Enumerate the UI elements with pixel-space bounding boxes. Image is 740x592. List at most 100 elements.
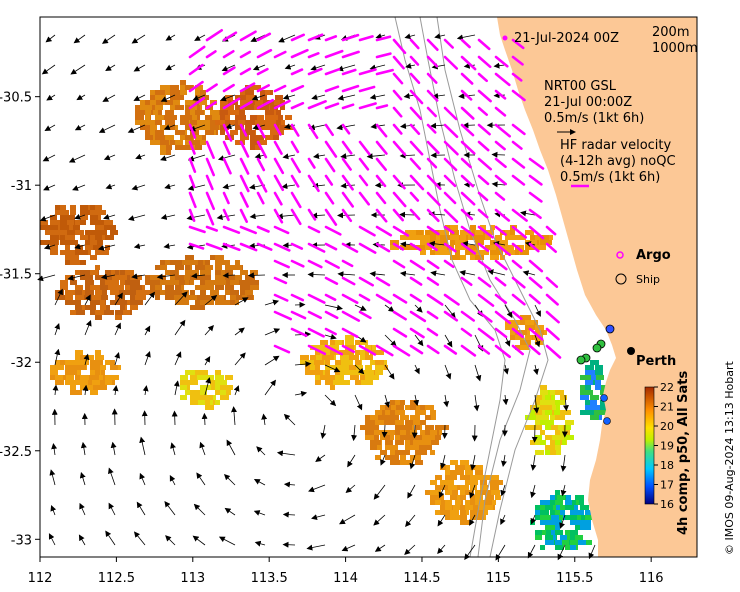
sst-pixel	[140, 100, 149, 105]
sst-pixel	[255, 115, 263, 120]
sst-pixel	[75, 220, 80, 225]
sst-pixel	[75, 360, 82, 365]
sst-pixel	[120, 280, 125, 285]
sst-pixel	[90, 295, 95, 300]
hf-radar-vector	[409, 174, 425, 191]
sst-pixel	[560, 540, 569, 545]
sst-pixel	[590, 405, 599, 410]
hf-radar-vector	[358, 174, 369, 187]
sst-pixel	[110, 360, 115, 365]
sst-pixel	[50, 365, 57, 370]
sst-pixel	[455, 485, 462, 490]
model-vector	[127, 214, 146, 221]
sst-pixel	[160, 145, 166, 150]
sst-pixel	[525, 325, 532, 330]
sst-pixel	[250, 280, 257, 285]
hf-radar-vector	[324, 310, 339, 320]
model-vector	[42, 154, 56, 162]
sst-pixel	[520, 235, 526, 240]
sst-pixel	[315, 375, 320, 380]
sst-pixel	[205, 275, 211, 280]
sst-pixel	[105, 220, 113, 225]
sst-pixel	[540, 410, 547, 415]
sst-pixel	[165, 135, 174, 140]
sst-pixel	[65, 375, 74, 380]
hf-radar-vector	[392, 344, 411, 357]
sst-pixel	[390, 455, 399, 460]
sst-pixel	[545, 500, 554, 505]
sst-pixel	[170, 290, 175, 295]
sst-pixel	[530, 240, 537, 245]
model-vector	[313, 153, 326, 159]
sst-pixel	[250, 285, 259, 290]
model-vector	[375, 33, 386, 40]
sst-pixel	[385, 455, 394, 460]
sst-pixel	[470, 245, 479, 250]
hf-radar-vector	[443, 293, 460, 306]
sst-pixel	[90, 365, 99, 370]
sst-pixel	[200, 395, 208, 400]
sst-pixel	[400, 430, 406, 435]
hf-radar-vector	[222, 242, 241, 252]
sst-pixel	[535, 535, 542, 540]
sst-pixel	[550, 440, 558, 445]
model-vector	[411, 424, 418, 439]
sst-pixel	[570, 520, 578, 525]
sst-pixel	[495, 235, 502, 240]
sst-pixel	[370, 345, 376, 350]
model-vector	[491, 151, 506, 158]
model-vector	[192, 94, 206, 101]
hf-radar-vector	[494, 55, 509, 68]
sst-pixel	[350, 355, 359, 360]
sst-pixel	[165, 295, 170, 300]
sst-pixel	[70, 240, 75, 245]
sst-pixel	[490, 500, 496, 505]
hf-radar-vector	[375, 140, 388, 155]
sst-pixel	[180, 380, 189, 385]
sst-pixel	[120, 275, 127, 280]
model-vector	[503, 364, 509, 375]
sst-pixel	[540, 515, 546, 520]
model-vector	[276, 450, 296, 457]
hf-radar-vector	[409, 72, 421, 84]
hf-radar-vector	[443, 174, 457, 188]
sst-pixel	[175, 290, 182, 295]
hf-radar-vector	[477, 89, 492, 103]
y-tick-label: -31	[11, 179, 32, 194]
argo-green-marker	[576, 355, 586, 365]
sst-pixel	[85, 245, 93, 250]
sst-pixel	[545, 395, 550, 400]
model-vector	[78, 534, 86, 546]
sst-pixel	[170, 125, 175, 130]
sst-pixel	[160, 90, 165, 95]
sst-pixel	[405, 450, 410, 455]
hf-radar-vector	[460, 38, 471, 49]
sst-pixel	[440, 465, 446, 470]
hf-radar-vector	[290, 123, 300, 137]
sst-pixel	[410, 415, 416, 420]
sst-pixel	[520, 250, 529, 255]
model-vector	[45, 34, 56, 43]
hf-radar-vector	[273, 225, 290, 235]
sst-pixel	[160, 150, 166, 155]
sst-pixel	[515, 335, 520, 340]
sst-pixel	[120, 300, 127, 305]
sst-pixel	[445, 465, 450, 470]
hf-radar-vector	[256, 140, 268, 159]
sst-pixel	[420, 450, 426, 455]
model-vector	[369, 271, 386, 277]
sst-pixel	[230, 300, 235, 305]
sst-pixel	[180, 280, 185, 285]
sst-pixel	[425, 490, 431, 495]
sst-pixel	[440, 245, 447, 250]
sst-pixel	[550, 525, 556, 530]
model-vector	[114, 292, 123, 306]
sst-pixel	[160, 100, 169, 105]
sst-pixel	[550, 415, 557, 420]
sst-pixel	[395, 460, 404, 465]
sst-pixel	[145, 275, 150, 280]
sst-pixel	[350, 375, 359, 380]
sst-pixel	[375, 420, 384, 425]
sst-pixel	[240, 135, 249, 140]
sst-pixel	[100, 375, 109, 380]
